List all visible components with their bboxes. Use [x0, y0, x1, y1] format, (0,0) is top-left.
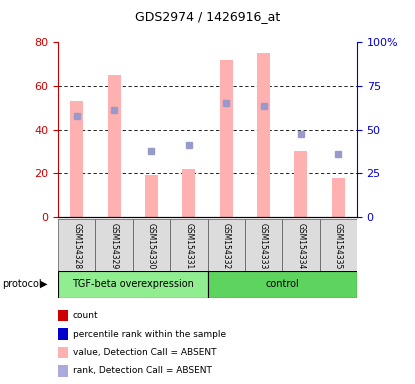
Text: GDS2974 / 1426916_at: GDS2974 / 1426916_at [135, 10, 280, 23]
Text: value, Detection Call = ABSENT: value, Detection Call = ABSENT [73, 348, 216, 357]
Text: GSM154334: GSM154334 [296, 223, 305, 270]
Text: GSM154329: GSM154329 [110, 223, 119, 269]
Text: rank, Detection Call = ABSENT: rank, Detection Call = ABSENT [73, 366, 212, 376]
Bar [170, 219, 208, 271]
Bar [257, 53, 270, 217]
Text: GSM154331: GSM154331 [184, 223, 193, 269]
Text: TGF-beta overexpression: TGF-beta overexpression [72, 279, 194, 289]
Text: GSM154335: GSM154335 [334, 223, 343, 270]
Text: control: control [265, 279, 299, 289]
Bar [220, 60, 233, 217]
Text: percentile rank within the sample: percentile rank within the sample [73, 329, 226, 339]
Bar [332, 178, 345, 217]
Text: count: count [73, 311, 98, 320]
Bar [294, 151, 308, 217]
Bar [70, 101, 83, 217]
Bar [107, 75, 121, 217]
Bar [320, 219, 357, 271]
Bar [245, 219, 282, 271]
Text: GSM154332: GSM154332 [222, 223, 231, 269]
Bar [145, 175, 158, 217]
Text: ▶: ▶ [40, 279, 47, 289]
Bar [282, 219, 320, 271]
Bar [95, 219, 133, 271]
Bar [182, 169, 195, 217]
Bar [58, 219, 95, 271]
Bar [208, 271, 357, 298]
Text: protocol: protocol [2, 279, 42, 289]
Text: GSM154330: GSM154330 [147, 223, 156, 270]
Bar [208, 219, 245, 271]
Bar [58, 271, 208, 298]
Text: GSM154333: GSM154333 [259, 223, 268, 270]
Text: GSM154328: GSM154328 [72, 223, 81, 269]
Bar [133, 219, 170, 271]
